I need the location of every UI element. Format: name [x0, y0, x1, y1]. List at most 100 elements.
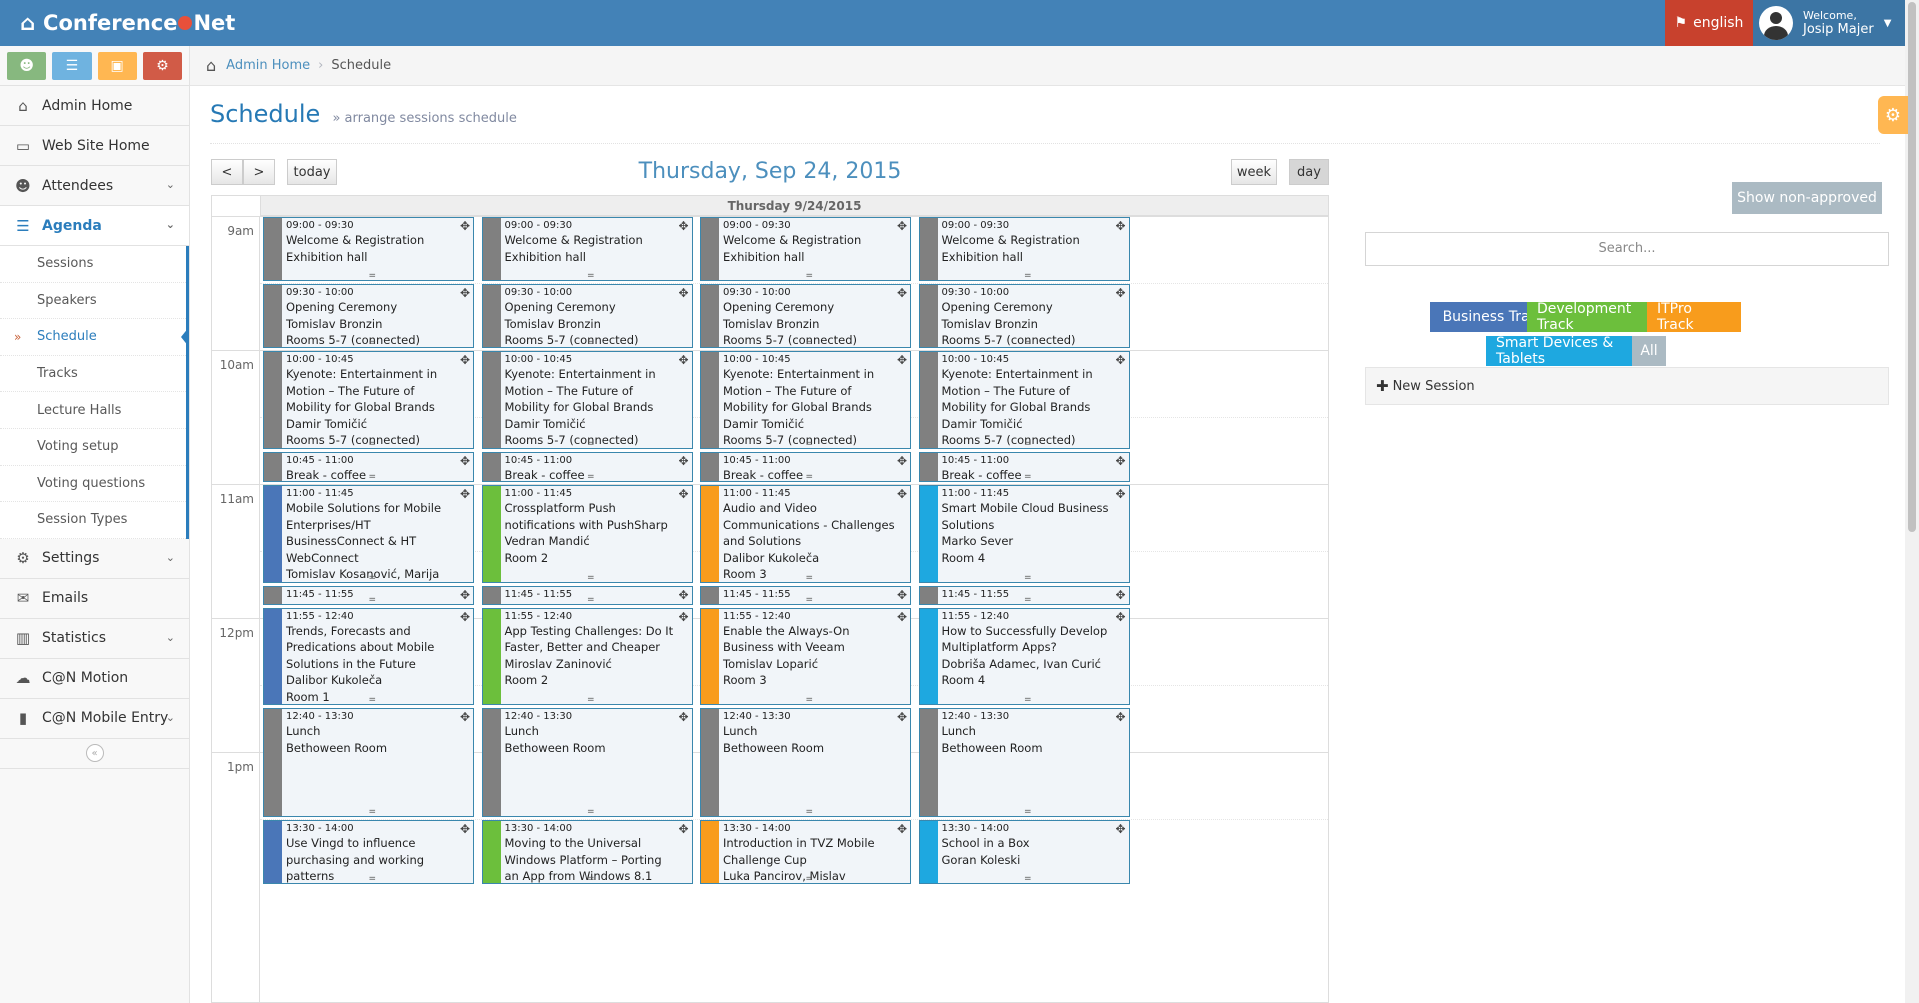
move-icon[interactable]: ✥: [896, 453, 907, 468]
resize-handle[interactable]: =: [587, 271, 595, 281]
move-icon[interactable]: ✥: [459, 219, 470, 233]
language-button[interactable]: ⚑ english: [1665, 0, 1753, 46]
sidebar-item-web-site-home[interactable]: ▭ Web Site Home: [0, 126, 189, 166]
resize-handle[interactable]: =: [1024, 338, 1032, 348]
submenu-item-speakers[interactable]: Speakers: [0, 283, 186, 320]
schedule-event[interactable]: 11:00 - 11:45 Crossplatform Push notifica…: [481, 485, 693, 583]
move-icon[interactable]: ✥: [459, 353, 470, 367]
schedule-event[interactable]: 09:00 - 09:30 Welcome & Registration Exhib…: [481, 217, 693, 281]
schedule-event[interactable]: 13:30 - 14:00 School in a Box Goran Kolesk…: [918, 820, 1130, 884]
resize-handle[interactable]: =: [1024, 472, 1032, 482]
show-non-approved-button[interactable]: Show non-approved: [1732, 182, 1882, 214]
move-icon[interactable]: ✥: [1115, 487, 1126, 501]
schedule-event[interactable]: 09:00 - 09:30 Welcome & Registration Exhib…: [263, 217, 474, 281]
move-icon[interactable]: ✥: [459, 710, 470, 725]
move-icon[interactable]: ✥: [896, 822, 907, 836]
move-icon[interactable]: ✥: [1115, 353, 1126, 367]
move-icon[interactable]: ✥: [678, 822, 689, 836]
track-filter-smart-devices-tablets[interactable]: Smart Devices & Tablets: [1486, 335, 1634, 367]
move-icon[interactable]: ✥: [678, 286, 689, 300]
schedule-event[interactable]: 09:30 - 10:00 Opening Ceremony Tomislav Br…: [700, 284, 911, 348]
sidebar-item-emails[interactable]: ✉ Emails: [0, 579, 189, 619]
resize-handle[interactable]: =: [368, 472, 377, 482]
day-view-button[interactable]: day: [1289, 159, 1329, 185]
move-icon[interactable]: ✥: [459, 453, 470, 468]
move-icon[interactable]: ✥: [896, 286, 907, 300]
submenu-item-schedule[interactable]: » Schedule: [0, 319, 189, 356]
move-icon[interactable]: ✥: [678, 353, 689, 367]
schedule-event[interactable]: 10:00 - 10:45 Kyenote: Entertainment in M…: [918, 351, 1130, 449]
resize-handle[interactable]: =: [368, 438, 377, 449]
move-icon[interactable]: ✥: [896, 353, 907, 367]
schedule-event[interactable]: 11:55 - 12:40 How to Successfully Develop…: [918, 607, 1130, 706]
schedule-event[interactable]: 09:00 - 09:30 Welcome & Registration Exhib…: [918, 217, 1130, 281]
schedule-event[interactable]: 10:00 - 10:45 Kyenote: Entertainment in M…: [263, 351, 474, 449]
brand-logo[interactable]: ⌂ Conference Net: [20, 11, 235, 35]
next-button[interactable]: >: [243, 159, 275, 185]
resize-handle[interactable]: =: [805, 695, 814, 706]
schedule-event[interactable]: 11:45 - 11:55Break✥ =: [481, 585, 693, 605]
shortcut-button-cogs[interactable]: ⚙: [142, 52, 182, 80]
resize-handle[interactable]: =: [368, 271, 377, 281]
submenu-item-voting-questions[interactable]: Voting questions: [0, 466, 186, 503]
schedule-event[interactable]: 11:45 - 11:55Break✥ =: [918, 585, 1130, 605]
schedule-event[interactable]: 11:00 - 11:45 Mobile Solutions for Mobile…: [263, 485, 474, 583]
resize-handle[interactable]: =: [587, 338, 595, 348]
move-icon[interactable]: ✥: [896, 710, 907, 725]
move-icon[interactable]: ✥: [896, 587, 907, 602]
resize-handle[interactable]: =: [1024, 695, 1032, 706]
schedule-event[interactable]: 12:40 - 13:30 Lunch Bethoween Room ✥ =: [700, 708, 911, 817]
resize-handle[interactable]: =: [587, 695, 595, 706]
search-input[interactable]: Search...: [1365, 232, 1889, 266]
move-icon[interactable]: ✥: [459, 822, 470, 836]
user-menu[interactable]: Welcome, Josip Majer ▼: [1753, 0, 1905, 46]
schedule-event[interactable]: 11:00 - 11:45 Audio and Video Communicati…: [700, 485, 911, 583]
move-icon[interactable]: ✥: [1115, 286, 1126, 300]
move-icon[interactable]: ✥: [1115, 822, 1126, 836]
resize-handle[interactable]: =: [1024, 438, 1032, 449]
schedule-event[interactable]: 09:30 - 10:00 Opening Ceremony Tomislav Br…: [481, 284, 693, 348]
page-scrollbar[interactable]: [1905, 0, 1919, 1003]
move-icon[interactable]: ✥: [459, 487, 470, 501]
resize-handle[interactable]: =: [368, 338, 377, 348]
new-session-item[interactable]: ✚ New Session: [1365, 367, 1889, 405]
resize-handle[interactable]: =: [587, 572, 595, 583]
submenu-item-session-types[interactable]: Session Types: [0, 502, 186, 539]
resize-handle[interactable]: =: [805, 338, 814, 348]
move-icon[interactable]: ✥: [1115, 609, 1126, 624]
move-icon[interactable]: ✥: [1115, 587, 1126, 602]
resize-handle[interactable]: =: [587, 438, 595, 449]
resize-handle[interactable]: =: [1024, 594, 1032, 605]
resize-handle[interactable]: =: [805, 438, 814, 449]
schedule-event[interactable]: 09:30 - 10:00 Opening Ceremony Tomislav Br…: [263, 284, 474, 348]
shortcut-button-list[interactable]: ☰: [52, 52, 92, 80]
schedule-event[interactable]: 12:40 - 13:30 Lunch Bethoween Room ✥ =: [481, 708, 693, 817]
move-icon[interactable]: ✥: [678, 609, 689, 624]
move-icon[interactable]: ✥: [1115, 219, 1126, 233]
submenu-item-lecture-halls[interactable]: Lecture Halls: [0, 392, 186, 429]
submenu-item-sessions[interactable]: Sessions: [0, 246, 186, 283]
move-icon[interactable]: ✥: [678, 453, 689, 468]
resize-handle[interactable]: =: [587, 806, 595, 817]
schedule-event[interactable]: 09:30 - 10:00 Opening Ceremony Tomislav Br…: [918, 284, 1130, 348]
resize-handle[interactable]: =: [805, 594, 814, 605]
schedule-event[interactable]: 09:00 - 09:30 Welcome & Registration Exhib…: [700, 217, 911, 281]
sidebar-item-settings[interactable]: ⚙ Settings ⌄: [0, 539, 189, 579]
resize-handle[interactable]: =: [805, 572, 814, 583]
move-icon[interactable]: ✥: [1115, 710, 1126, 725]
track-filter-itpro-track[interactable]: ITPro Track: [1647, 301, 1741, 333]
submenu-item-voting-setup[interactable]: Voting setup: [0, 429, 186, 466]
schedule-event[interactable]: 11:55 - 12:40 Trends, Forecasts and Predi…: [263, 607, 474, 706]
resize-handle[interactable]: =: [368, 695, 377, 706]
submenu-item-tracks[interactable]: Tracks: [0, 356, 186, 393]
move-icon[interactable]: ✥: [459, 609, 470, 624]
sidebar-item-c-n-motion[interactable]: ☁ C@N Motion: [0, 659, 189, 699]
schedule-event[interactable]: 12:40 - 13:30 Lunch Bethoween Room ✥ =: [918, 708, 1130, 817]
resize-handle[interactable]: =: [805, 874, 814, 884]
move-icon[interactable]: ✥: [896, 219, 907, 233]
resize-handle[interactable]: =: [1024, 572, 1032, 583]
